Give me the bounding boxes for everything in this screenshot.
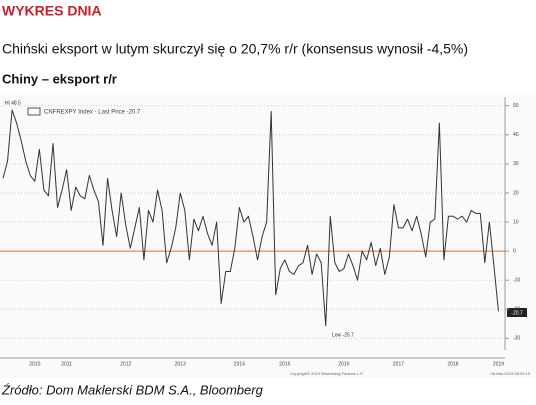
- y-tick-label: -30: [513, 336, 520, 342]
- x-tick-label: 2018: [447, 361, 458, 367]
- last-value-box: [507, 308, 527, 317]
- plot-background: [0, 95, 536, 378]
- x-tick-label: 2016: [338, 361, 349, 367]
- y-tick-label: 10: [513, 219, 519, 225]
- y-tick-label: 50: [513, 103, 519, 109]
- annotation-high: Hi 48.5: [5, 100, 21, 106]
- y-tick-label: 30: [513, 161, 519, 167]
- annotation-low: Low -25.7: [332, 332, 354, 338]
- y-tick-label: -20: [513, 307, 520, 313]
- y-tick-label: 20: [513, 190, 519, 196]
- subtitle: Chiński eksport w lutym skurczył się o 2…: [2, 41, 468, 57]
- x-tick-label: 2012: [120, 361, 131, 367]
- source: Źródło: Dom Maklerski BDM S.A., Bloomber…: [1, 382, 264, 397]
- data-line: [2, 109, 499, 327]
- x-tick-label: 2013: [175, 361, 186, 367]
- y-tick-label: 40: [513, 132, 519, 138]
- y-tick-label: -10: [513, 278, 520, 284]
- legend-label: CNFREXPY Index - Last Price -20.7: [44, 110, 141, 116]
- legend-swatch-box: [27, 107, 41, 116]
- header: WYKRES DNIA: [2, 3, 102, 19]
- x-tick-label: 2017: [393, 361, 404, 367]
- footer-date: 08-Mar-2019 08:00:13: [490, 371, 530, 376]
- x-tick-label: 2019: [493, 361, 504, 367]
- footer-copyright: Copyright© 2019 Bloomberg Finance L.P.: [290, 371, 364, 376]
- chart-title: Chiny – eksport r/r: [2, 71, 117, 86]
- x-tick-label: 2015: [279, 361, 290, 367]
- x-tick-label: 2014: [234, 361, 245, 367]
- last-value-label: -20.7: [511, 310, 523, 316]
- x-tick-label: 2010: [29, 361, 40, 367]
- x-tick-label: 2011: [61, 361, 72, 367]
- y-tick-label: 0: [513, 248, 516, 254]
